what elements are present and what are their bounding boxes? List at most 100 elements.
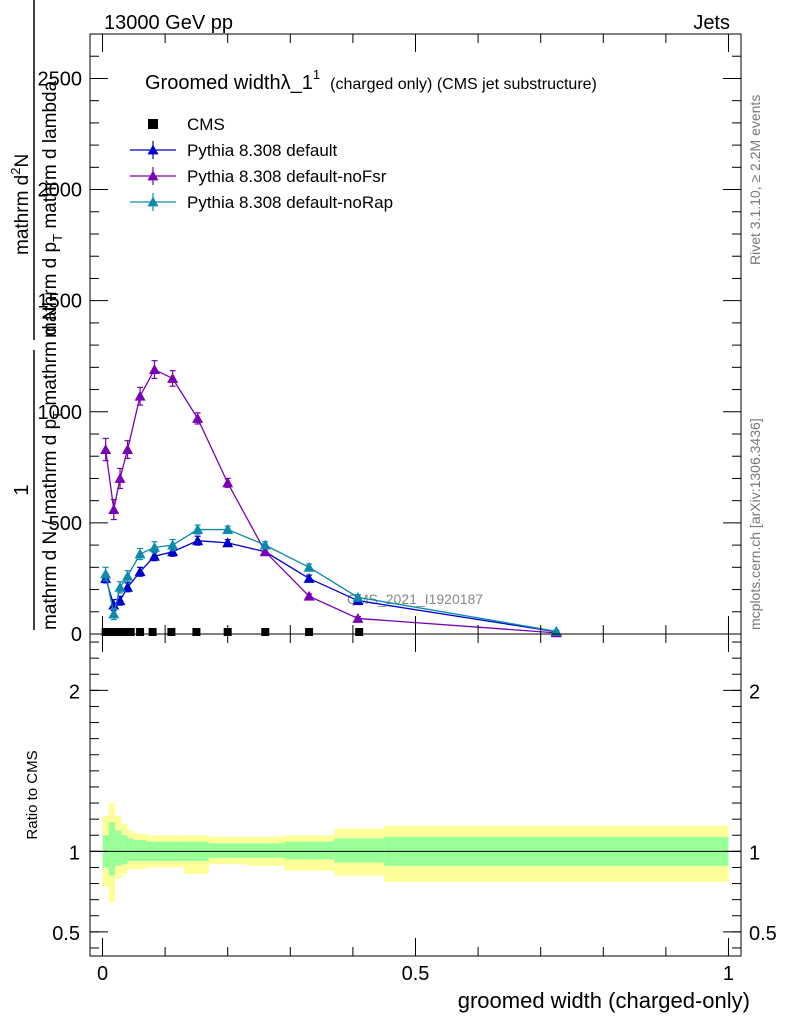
data-point bbox=[222, 537, 234, 548]
ratio-axes: 0.5 0.5 1 1 2 2 bbox=[52, 634, 777, 956]
ratio-band-inner bbox=[208, 843, 247, 858]
chart-title-suffix: (charged only) (CMS jet substructure) bbox=[330, 76, 597, 93]
y-label-den-sub: T bbox=[50, 411, 65, 419]
x-tick-label: 1 bbox=[723, 963, 734, 985]
y-label-ratio-denominator: mathrm d pT mathrm d lambda bbox=[40, 80, 65, 338]
y-tick-label: 2000 bbox=[38, 180, 83, 202]
chart-title-sup: 1 bbox=[313, 67, 320, 82]
data-point bbox=[100, 444, 112, 454]
header-energy: 13000 GeV pp bbox=[104, 12, 233, 34]
y-axis-label-ratio: Ratio to CMS bbox=[24, 750, 41, 839]
data-point bbox=[108, 504, 120, 514]
legend-label: Pythia 8.308 default-noRap bbox=[187, 193, 393, 212]
legend-marker-cms bbox=[148, 119, 158, 129]
data-point bbox=[550, 625, 562, 636]
ratio-band-inner bbox=[246, 843, 285, 858]
legend-marker bbox=[147, 196, 159, 207]
legend-label: Pythia 8.308 default-noFsr bbox=[187, 167, 387, 186]
y-tick-label: 500 bbox=[49, 513, 82, 535]
data-point-cms bbox=[136, 628, 145, 636]
mcplots-label: mcplots.cern.ch [arXiv:1306.3436] bbox=[747, 418, 763, 630]
data-point bbox=[100, 568, 112, 579]
y-label-rnum-tail: N bbox=[12, 154, 33, 168]
ratio-bands bbox=[102, 803, 729, 903]
ratio-band-inner bbox=[121, 835, 128, 865]
data-point bbox=[114, 595, 126, 606]
data-point bbox=[122, 444, 134, 454]
y-label-denominator: mathrm d N / mathrm d pT mathrm d N bbox=[40, 306, 65, 630]
ratio-tick-label-right: 2 bbox=[749, 681, 760, 703]
data-point bbox=[122, 570, 134, 581]
series-2 bbox=[100, 360, 562, 638]
data-point bbox=[352, 591, 364, 602]
data-point bbox=[259, 539, 271, 550]
legend-marker bbox=[147, 170, 159, 181]
ratio-band-inner bbox=[115, 830, 122, 866]
y-label-rden-sub: T bbox=[50, 234, 65, 242]
ratio-frame bbox=[89, 633, 742, 957]
legend: CMS Pythia 8.308 default Pythia 8.308 defa… bbox=[130, 115, 393, 212]
data-point bbox=[167, 539, 179, 550]
data-point bbox=[148, 364, 160, 374]
data-point bbox=[108, 608, 120, 619]
data-point bbox=[114, 472, 126, 483]
y-label-rnum-a: mathrm d bbox=[12, 175, 33, 255]
y-label-ratio-numerator: mathrm d2N bbox=[8, 154, 33, 255]
data-point-cms bbox=[305, 628, 314, 636]
data-point-cms bbox=[261, 628, 270, 636]
main-series-group bbox=[100, 360, 562, 638]
data-point bbox=[192, 412, 204, 423]
data-point bbox=[222, 477, 234, 488]
legend-label: Pythia 8.308 default bbox=[187, 141, 338, 160]
ratio-band-inner bbox=[334, 838, 385, 863]
y-label-rden-tail: mathrm d lambda bbox=[40, 80, 61, 234]
data-point bbox=[167, 372, 179, 383]
main-panel: CMS_2021_I1920187 0 500 1000 1500 2000 2500 bbox=[38, 33, 742, 646]
data-point bbox=[134, 390, 146, 401]
ratio-band-inner bbox=[108, 822, 116, 876]
data-point bbox=[148, 541, 160, 552]
data-point-cms bbox=[148, 628, 157, 636]
series-0 bbox=[101, 628, 364, 636]
data-point bbox=[134, 566, 146, 577]
ratio-tick-label: 0.5 bbox=[52, 923, 80, 945]
data-point bbox=[303, 590, 315, 601]
data-point bbox=[148, 550, 160, 561]
y-tick-label: 2500 bbox=[38, 68, 83, 90]
legend-label: CMS bbox=[187, 115, 225, 134]
data-point bbox=[114, 581, 126, 592]
data-point-cms bbox=[114, 628, 123, 636]
x-tick-label: 0.5 bbox=[402, 963, 430, 985]
data-point bbox=[259, 546, 271, 557]
ratio-tick-label: 2 bbox=[69, 681, 80, 703]
legend-marker bbox=[147, 144, 159, 155]
rivet-version-label: Rivet 3.1.10, ≥ 2.2M events bbox=[747, 95, 763, 265]
ratio-tick-label: 1 bbox=[69, 842, 80, 864]
data-point-cms bbox=[101, 628, 110, 636]
main-axes: 0 500 1000 1500 2000 2500 bbox=[38, 34, 741, 646]
series-3 bbox=[100, 524, 562, 636]
chart-title-main: Groomed widthλ_1 bbox=[145, 72, 313, 94]
y-label-rnum-sup: 2 bbox=[8, 168, 23, 175]
y-label-one: 1 bbox=[11, 484, 33, 495]
data-point bbox=[134, 548, 146, 559]
data-point bbox=[122, 581, 134, 592]
data-point bbox=[222, 524, 234, 534]
data-point bbox=[352, 612, 364, 623]
data-point-cms bbox=[192, 628, 201, 636]
ratio-band-inner bbox=[284, 841, 335, 860]
y-axis-label-main: 1 mathrm d N / mathrm d pT mathrm d N ma… bbox=[8, 0, 65, 630]
data-point bbox=[303, 561, 315, 572]
y-label-rden-a: mathrm d p bbox=[40, 242, 61, 338]
ratio-tick-label-right: 1 bbox=[749, 842, 760, 864]
ratio-band-inner bbox=[127, 838, 134, 862]
data-point-cms bbox=[107, 628, 116, 636]
y-tick-label: 1500 bbox=[38, 291, 83, 313]
data-point bbox=[303, 572, 315, 583]
x-axis-label: groomed width (charged-only) bbox=[458, 988, 750, 1013]
analysis-watermark: CMS_2021_I1920187 bbox=[347, 591, 483, 607]
x-tick-label: 0 bbox=[97, 963, 108, 985]
chart-title: Groomed widthλ_11 (charged only) (CMS jet… bbox=[145, 67, 597, 94]
data-point bbox=[108, 599, 120, 610]
